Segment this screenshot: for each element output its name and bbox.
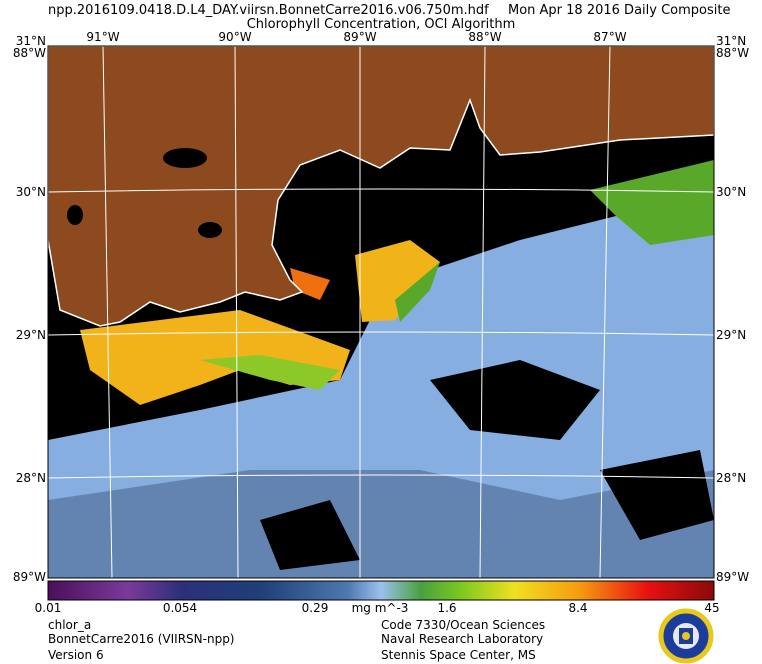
- filename: npp.2016109.0418.D.L4_DAY.viirsn.BonnetC…: [48, 3, 489, 18]
- corner-label: 88°W: [716, 46, 749, 60]
- lon-label: 88°W: [468, 30, 501, 44]
- footer-left: Version 6: [48, 648, 104, 662]
- lake: [198, 222, 222, 238]
- footer-right: Code 7330/Ocean Sciences: [381, 618, 545, 632]
- footer-left: BonnetCarre2016 (VIIRSN-npp): [48, 632, 235, 646]
- lon-label: 87°W: [593, 30, 626, 44]
- lat-labels: 31°N 88°W 30°N 29°N 28°N 89°W 31°N 88°W …: [13, 34, 749, 584]
- map-frame: [47, 45, 715, 579]
- lat-label: 28°N: [716, 471, 746, 485]
- colorbar-label: 1.6: [437, 601, 456, 615]
- parallel: [48, 188, 714, 479]
- green-band: [200, 355, 340, 390]
- colorbar: [47, 580, 715, 601]
- corner-label: 88°W: [13, 46, 46, 60]
- footer-right: Naval Research Laboratory: [381, 632, 543, 646]
- green-edge: [395, 262, 440, 322]
- lon-label: 91°W: [86, 30, 119, 44]
- colorbar-label: 0.01: [35, 601, 62, 615]
- lat-label: 28°N: [16, 471, 46, 485]
- footer-right: Stennis Space Center, MS: [381, 648, 536, 662]
- map-title: Chlorophyll Concentration, OCI Algorithm: [247, 17, 516, 32]
- lat-label: 30°N: [16, 185, 46, 199]
- map: [48, 46, 714, 578]
- lake: [67, 205, 83, 225]
- corner-label: 89°W: [716, 570, 749, 584]
- green-plume: [590, 160, 714, 245]
- lake: [163, 148, 207, 168]
- colorbar-label: 45: [704, 601, 719, 615]
- cloud-gap: [260, 360, 714, 570]
- lat-label: 31°N: [716, 34, 746, 48]
- colorbar-label: 8.4: [568, 601, 587, 615]
- lat-label: 30°N: [716, 185, 746, 199]
- lon-labels: 91°W 90°W 89°W 88°W 87°W: [86, 30, 626, 44]
- date: Mon Apr 18 2016 Daily Composite: [508, 3, 730, 18]
- colorbar-labels: 0.01 0.054 0.29 mg m^-3 1.6 8.4 45: [35, 601, 720, 615]
- colorbar-units: mg m^-3: [352, 601, 409, 615]
- footer-left: chlor_a: [48, 618, 91, 632]
- lon-label: 90°W: [218, 30, 251, 44]
- lat-label: 31°N: [16, 34, 46, 48]
- deep-water: [48, 470, 714, 578]
- land: [48, 46, 714, 327]
- colorbar-label: 0.29: [302, 601, 329, 615]
- colorbar-label: 0.054: [163, 601, 197, 615]
- meridian: [102, 46, 611, 578]
- lat-label: 29°N: [716, 328, 746, 342]
- lat-label: 29°N: [16, 328, 46, 342]
- orange-plume: [355, 240, 440, 322]
- lon-label: 89°W: [343, 30, 376, 44]
- corner-label: 89°W: [13, 570, 46, 584]
- logo: [658, 608, 714, 664]
